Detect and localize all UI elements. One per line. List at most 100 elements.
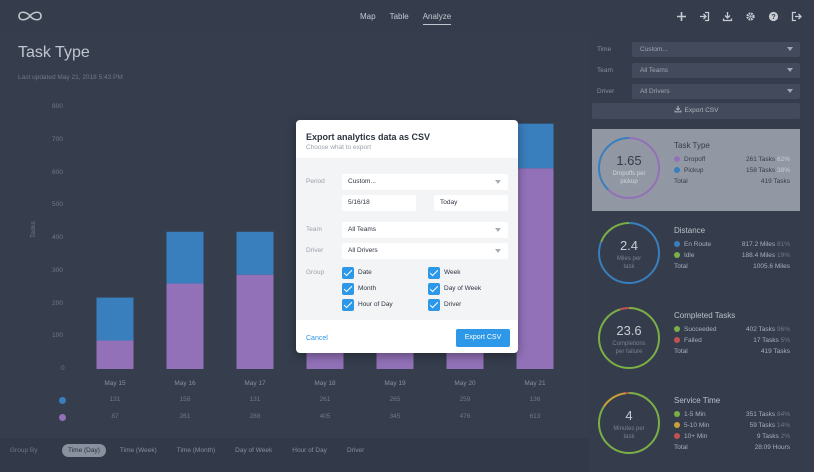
card-row-value: 261 Tasks 62% — [746, 156, 790, 163]
card-row-percent: 62% — [776, 156, 790, 163]
card-row-value: 28:09 Hours — [755, 444, 790, 451]
team-filter-value: All Teams — [640, 67, 669, 74]
group-by-options: Time (Day) Time (Week) Time (Month) Day … — [62, 444, 370, 457]
group-by-time-week[interactable]: Time (Week) — [119, 447, 157, 454]
gear-icon[interactable] — [745, 11, 756, 22]
y-tick-label: 600 — [52, 168, 63, 176]
checkmark-icon — [428, 299, 440, 311]
card-row-amount: 9 Tasks — [756, 433, 779, 440]
card-row-value: 351 Tasks 84% — [746, 411, 790, 418]
export-csv-label: Export CSV — [684, 107, 719, 114]
group-by-time-month[interactable]: Time (Month) — [176, 447, 216, 454]
nav-table[interactable]: Table — [389, 12, 409, 21]
x-tick-label: May 18 — [314, 380, 336, 387]
export-csv-button[interactable]: Export CSV — [592, 103, 800, 119]
card-sub-label: Completions — [612, 341, 646, 347]
donut-segment — [598, 392, 660, 454]
series-value-label: 613 — [529, 413, 541, 420]
bar-segment[interactable] — [96, 297, 134, 341]
group-driver-label: Driver — [444, 301, 462, 308]
group-by-day-of-week[interactable]: Day of Week — [235, 447, 273, 454]
team-filter-select[interactable]: All Teams — [632, 63, 800, 78]
donut-segment — [598, 137, 660, 199]
legend-dot — [674, 167, 680, 173]
team-label: Team — [306, 226, 322, 233]
driver-value: All Drivers — [348, 247, 378, 254]
card-row-label: Dropoff — [684, 156, 706, 163]
login-icon[interactable] — [699, 11, 710, 22]
card-row-value: 9 Tasks 2% — [757, 433, 790, 440]
group-driver-checkbox[interactable]: Driver — [428, 299, 461, 311]
summary-card[interactable]: 2.4 Miles per task Distance En Route 817.2 Mi… — [592, 214, 800, 296]
donut-ring — [598, 137, 660, 199]
group-day-of-week-checkbox[interactable]: Day of Week — [428, 283, 481, 295]
period-label: Period — [306, 178, 325, 185]
start-date-input[interactable]: 5/16/18 — [342, 195, 416, 211]
group-by-time-day[interactable]: Time (Day) — [62, 444, 106, 457]
logout-icon[interactable] — [791, 11, 802, 22]
top-bar: Map Table Analyze ? — [0, 0, 814, 34]
group-by-hour-of-day[interactable]: Hour of Day — [292, 447, 327, 454]
card-row: En Route 817.2 Miles 81% — [674, 241, 790, 248]
card-row-amount: 402 Tasks — [746, 326, 776, 333]
summary-card[interactable]: 1.65 Dropoffs per pickup Task Type Dropoff 26… — [592, 129, 800, 211]
card-row-label: Failed — [684, 337, 702, 344]
card-row-value: 419 Tasks — [761, 348, 790, 355]
help-icon[interactable]: ? — [768, 11, 779, 22]
group-label: Group — [306, 269, 325, 276]
download-icon — [674, 105, 681, 113]
group-by-label: Group By — [10, 447, 38, 454]
group-by-driver[interactable]: Driver — [346, 447, 365, 454]
team-select[interactable]: All Teams — [342, 222, 508, 238]
card-row-amount: 261 Tasks — [746, 156, 776, 163]
group-date-checkbox[interactable]: Date — [342, 267, 372, 279]
download-icon[interactable] — [722, 11, 733, 22]
card-row: 10+ Min 9 Tasks 2% — [674, 433, 790, 440]
export-csv-confirm-button[interactable]: Export CSV — [456, 329, 510, 347]
group-hour-of-day-label: Hour of Day — [358, 301, 393, 308]
time-filter-select[interactable]: Custom... — [632, 42, 800, 57]
bar-segment[interactable] — [96, 340, 134, 369]
card-title: Task Type — [674, 141, 710, 150]
group-month-checkbox[interactable]: Month — [342, 283, 376, 295]
card-row-value: 158 Tasks 38% — [746, 167, 790, 174]
series-value-label: 136 — [529, 396, 541, 403]
bar-segment[interactable] — [516, 168, 554, 369]
card-row-percent: 14% — [776, 422, 790, 429]
card-row-percent: 2% — [780, 433, 790, 440]
checkmark-icon — [428, 283, 440, 295]
group-week-checkbox[interactable]: Week — [428, 267, 461, 279]
nav-map[interactable]: Map — [360, 12, 376, 21]
series-value-label: 405 — [319, 413, 331, 420]
last-updated: Last updated May 21, 2018 5:43 PM — [18, 74, 123, 81]
legend-dot — [674, 411, 680, 417]
card-big-number: 2.4 — [619, 238, 639, 253]
card-big-number: 23.6 — [616, 323, 642, 338]
cancel-button[interactable]: Cancel — [306, 335, 328, 342]
card-row-amount: 188.4 Miles — [741, 252, 776, 259]
series-value-label: 131 — [249, 396, 261, 403]
nav-analyze[interactable]: Analyze — [422, 12, 452, 25]
group-hour-of-day-checkbox[interactable]: Hour of Day — [342, 299, 393, 311]
driver-filter-label: Driver — [597, 88, 615, 95]
checkmark-icon — [342, 283, 354, 295]
driver-select[interactable]: All Drivers — [342, 243, 508, 259]
main-nav: Map Table Analyze — [360, 12, 452, 25]
card-row-value: 419 Tasks — [761, 178, 790, 185]
page-title: Task Type — [18, 44, 90, 61]
y-tick-label: 400 — [52, 234, 63, 241]
end-date-input[interactable]: Today — [434, 195, 508, 211]
driver-filter-select[interactable]: All Drivers — [632, 84, 800, 99]
bar-segment[interactable] — [166, 283, 204, 369]
period-select[interactable]: Custom... — [342, 174, 508, 190]
plus-icon[interactable] — [676, 11, 687, 22]
summary-card[interactable]: 23.6 Completions per failure Completed Task… — [592, 299, 800, 381]
summary-card[interactable]: 4 Minutes per task Service Time 1-5 Min 351 T… — [592, 384, 800, 466]
y-tick-label: 0 — [61, 365, 65, 372]
card-row: Idle 188.4 Miles 19% — [674, 252, 790, 259]
bar-segment[interactable] — [236, 231, 274, 275]
bar-segment[interactable] — [236, 274, 274, 369]
bar-segment[interactable] — [166, 231, 204, 284]
bar-segment[interactable] — [516, 123, 554, 169]
card-row-label: En Route — [684, 241, 712, 248]
